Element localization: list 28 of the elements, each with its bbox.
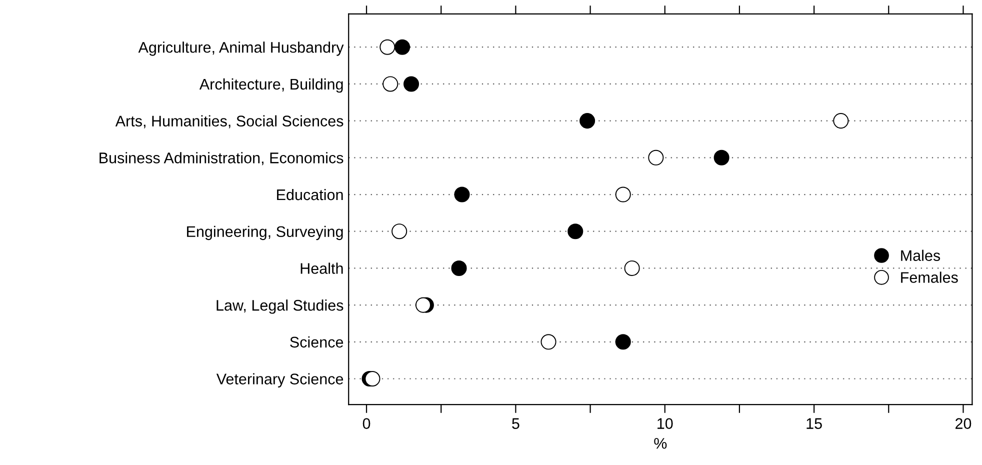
point bbox=[568, 224, 584, 240]
point bbox=[714, 150, 730, 166]
point bbox=[451, 260, 467, 276]
x-tick-label: 20 bbox=[956, 418, 972, 429]
x-tick-label: 10 bbox=[658, 418, 673, 429]
y-tick-label: Education bbox=[277, 188, 343, 200]
y-tick-label: Architecture, Building bbox=[199, 78, 343, 93]
point bbox=[364, 370, 380, 387]
point bbox=[394, 39, 410, 55]
point bbox=[580, 113, 596, 129]
y-tick-label: Veterinary Science bbox=[216, 373, 344, 388]
x-axis-title: % bbox=[654, 438, 667, 449]
y-tick-label: Business Administration, Economics bbox=[100, 152, 344, 166]
y-tick-label: Science bbox=[290, 336, 344, 348]
y-tick-label: Law, Legal Studies bbox=[216, 300, 344, 314]
x-tick-label: 5 bbox=[512, 418, 520, 429]
point bbox=[454, 186, 470, 202]
x-tick-label: 0 bbox=[362, 418, 370, 429]
point bbox=[415, 297, 431, 313]
y-tick-label: Agriculture, Animal Husbandry bbox=[138, 42, 344, 56]
y-tick-label: Arts, Humanities, Social Sciences bbox=[115, 115, 344, 128]
legend-label: Males bbox=[901, 250, 940, 261]
y-tick-label: Engineering, Surveying bbox=[187, 226, 343, 240]
point bbox=[403, 76, 420, 92]
point bbox=[615, 334, 631, 350]
legend-label: Females bbox=[901, 272, 958, 283]
x-tick-label: 15 bbox=[806, 418, 822, 429]
y-tick-label: Health bbox=[300, 262, 343, 274]
